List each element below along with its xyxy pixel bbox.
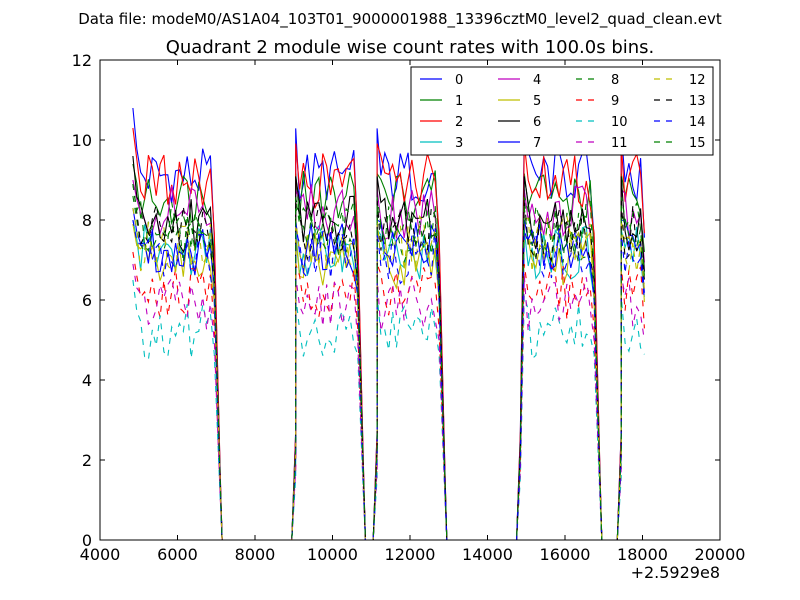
legend-label-12: 12 bbox=[689, 73, 706, 88]
y-tick-label: 12 bbox=[72, 51, 92, 70]
legend-label-1: 1 bbox=[455, 94, 463, 109]
legend-box bbox=[410, 66, 714, 156]
legend-label-11: 11 bbox=[611, 136, 628, 151]
series-line-1 bbox=[132, 163, 645, 540]
x-tick-label: 10000 bbox=[307, 545, 358, 564]
figure-suptitle: Data file: modeM0/AS1A04_103T01_90000019… bbox=[78, 10, 722, 29]
y-tick-label: 0 bbox=[82, 531, 92, 550]
y-tick-label: 4 bbox=[82, 371, 92, 390]
x-tick-label: 20000 bbox=[695, 545, 746, 564]
legend-label-15: 15 bbox=[689, 136, 706, 151]
legend-label-4: 4 bbox=[533, 73, 541, 88]
x-axis-offset-label: +2.5929e8 bbox=[631, 563, 720, 582]
legend-label-10: 10 bbox=[611, 115, 628, 130]
legend-label-2: 2 bbox=[455, 115, 463, 130]
y-tick-label: 10 bbox=[72, 131, 92, 150]
legend-label-13: 13 bbox=[689, 94, 706, 109]
legend-label-14: 14 bbox=[689, 115, 706, 130]
series-line-4 bbox=[132, 179, 645, 540]
x-tick-label: 6000 bbox=[157, 545, 198, 564]
x-tick-label: 16000 bbox=[540, 545, 591, 564]
legend-label-0: 0 bbox=[455, 73, 463, 88]
series-line-15 bbox=[132, 183, 645, 540]
series-line-11 bbox=[132, 263, 645, 540]
y-tick-label: 8 bbox=[82, 211, 92, 230]
series-layer bbox=[132, 107, 645, 540]
series-line-13 bbox=[132, 183, 645, 540]
x-tick-label: 4000 bbox=[80, 545, 121, 564]
series-line-9 bbox=[132, 251, 645, 540]
series-line-3 bbox=[132, 219, 645, 540]
x-tick-label: 8000 bbox=[235, 545, 276, 564]
legend-label-3: 3 bbox=[455, 136, 463, 151]
x-tick-label: 18000 bbox=[617, 545, 668, 564]
legend-label-9: 9 bbox=[611, 94, 619, 109]
x-tick-label: 12000 bbox=[385, 545, 436, 564]
legend-label-8: 8 bbox=[611, 73, 619, 88]
axis-ticks: 4000 6000 8000 10000 12000 14000 16000 18000 200… bbox=[72, 51, 746, 564]
chart-title: Quadrant 2 module wise count rates with … bbox=[166, 37, 655, 58]
y-tick-label: 2 bbox=[82, 451, 92, 470]
series-line-10 bbox=[132, 279, 645, 540]
x-tick-label: 14000 bbox=[462, 545, 513, 564]
legend-label-7: 7 bbox=[533, 136, 541, 151]
legend-label-6: 6 bbox=[533, 115, 541, 130]
y-tick-label: 6 bbox=[82, 291, 92, 310]
legend-label-5: 5 bbox=[533, 94, 541, 109]
series-line-2 bbox=[132, 127, 645, 540]
